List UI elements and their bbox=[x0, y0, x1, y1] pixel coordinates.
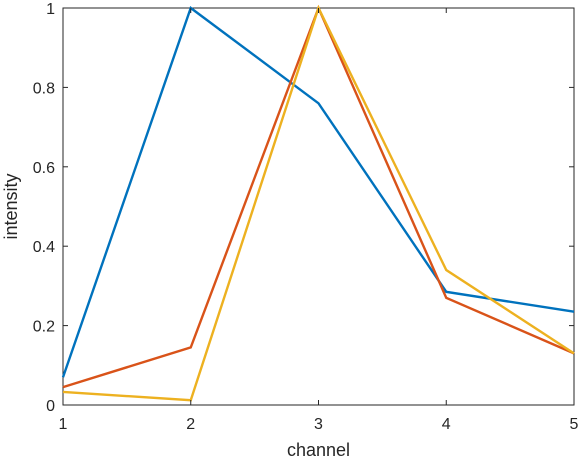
plot-axes bbox=[62, 7, 575, 406]
x-tick-label: 4 bbox=[442, 416, 451, 433]
y-tick-label: 0.8 bbox=[33, 80, 55, 97]
y-axis-label: intensity bbox=[1, 173, 21, 239]
x-tick-label: 5 bbox=[570, 416, 579, 433]
y-tick-label: 0.2 bbox=[33, 319, 55, 336]
series-line-3 bbox=[62, 4, 575, 402]
y-tick-label: 0.6 bbox=[33, 160, 55, 177]
plot-frame bbox=[62, 7, 575, 406]
x-axis-ticks: 1 2 3 4 5 bbox=[59, 8, 579, 433]
y-tick-label: 0.4 bbox=[33, 239, 55, 256]
x-tick-label: 2 bbox=[186, 416, 195, 433]
x-axis-label: channel bbox=[287, 440, 350, 460]
series-line-1 bbox=[61, 6, 575, 378]
y-tick-label: 1 bbox=[46, 1, 55, 18]
y-tick-label: 0 bbox=[46, 398, 55, 415]
series-lines bbox=[61, 4, 575, 402]
series-line-2 bbox=[62, 4, 575, 389]
y-axis-ticks: 0 0.2 0.4 0.6 0.8 1 bbox=[33, 1, 574, 415]
x-tick-label: 1 bbox=[59, 416, 68, 433]
x-tick-label: 3 bbox=[314, 416, 323, 433]
